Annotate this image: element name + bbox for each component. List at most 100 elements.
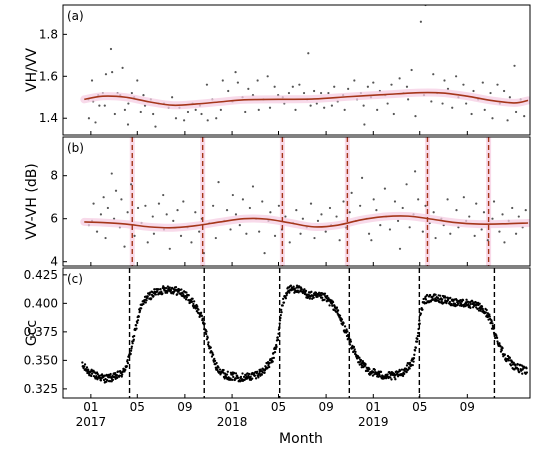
data-point	[123, 108, 127, 111]
y-tick-label: 8	[50, 169, 58, 183]
data-point	[416, 334, 419, 338]
data-point	[392, 112, 395, 116]
data-point	[273, 350, 277, 354]
data-point	[126, 123, 130, 126]
y-axis-label: VV-VH (dB)	[24, 163, 40, 240]
data-point	[81, 361, 84, 364]
data-point	[294, 108, 297, 111]
data-point	[135, 327, 138, 330]
data-point	[331, 300, 335, 304]
data-point	[310, 290, 313, 293]
data-point	[401, 206, 404, 210]
data-point	[333, 85, 336, 88]
data-point	[251, 185, 255, 188]
data-point	[472, 89, 475, 93]
data-point	[413, 353, 416, 356]
data-point	[516, 362, 519, 366]
data-point	[256, 79, 259, 82]
data-point	[389, 376, 392, 379]
x-year-label: 2017	[76, 415, 107, 429]
data-point	[152, 294, 155, 298]
data-point	[284, 215, 287, 218]
data-point	[492, 200, 496, 203]
data-point	[371, 374, 375, 377]
data-point	[205, 332, 208, 336]
data-point	[443, 79, 446, 82]
data-point	[347, 87, 350, 90]
data-point	[511, 363, 515, 366]
data-point	[517, 215, 520, 218]
data-point	[225, 373, 229, 376]
x-tick-label: 05	[412, 400, 427, 414]
data-point	[524, 209, 527, 212]
data-point	[257, 108, 260, 111]
data-point	[313, 89, 316, 93]
data-point	[209, 346, 212, 349]
data-point	[193, 300, 196, 303]
data-point	[274, 347, 277, 350]
data-point	[162, 193, 165, 197]
data-point	[421, 308, 424, 311]
data-point	[235, 374, 239, 377]
data-point	[335, 215, 338, 218]
data-point	[408, 361, 412, 365]
data-point	[353, 348, 356, 351]
data-point	[90, 372, 94, 375]
plot-area	[81, 268, 529, 398]
data-point	[146, 241, 149, 244]
data-point	[118, 374, 121, 377]
data-point	[279, 314, 282, 317]
data-point	[413, 170, 417, 173]
data-point	[312, 296, 315, 299]
data-point	[469, 302, 472, 306]
data-point	[99, 379, 103, 382]
data-point	[226, 370, 229, 373]
data-point	[174, 285, 178, 289]
data-point	[169, 289, 173, 292]
data-point	[258, 230, 261, 233]
data-point	[232, 371, 236, 375]
x-tick-label: 05	[130, 400, 145, 414]
data-point	[485, 308, 488, 312]
panel-label: (a)	[67, 9, 84, 23]
data-point	[503, 241, 506, 244]
data-point	[90, 374, 93, 378]
data-point	[295, 284, 299, 287]
data-point	[256, 370, 259, 373]
data-point	[405, 364, 409, 367]
data-point	[234, 71, 237, 74]
data-point	[242, 375, 246, 379]
x-year-label: 2019	[358, 415, 389, 429]
data-point	[480, 228, 483, 231]
data-point	[496, 340, 499, 343]
data-point	[473, 234, 476, 237]
data-point	[236, 81, 239, 84]
data-point	[132, 338, 135, 341]
y-tick-label: 1.6	[39, 69, 58, 83]
data-point	[320, 294, 323, 297]
panel-c: 0.325 0.350 0.375 0.400 0.425 Gcc (c)	[24, 267, 531, 399]
data-point	[227, 89, 230, 93]
data-point	[486, 239, 489, 242]
data-point	[192, 302, 195, 306]
data-point	[124, 368, 127, 371]
y-tick-label: 1.4	[39, 111, 58, 125]
data-point	[160, 290, 163, 293]
data-point	[495, 334, 498, 337]
data-point	[325, 296, 328, 300]
data-point	[401, 374, 405, 378]
data-point	[157, 202, 161, 205]
data-point	[495, 336, 499, 340]
data-point	[359, 204, 362, 207]
data-point	[293, 287, 296, 290]
data-point	[105, 379, 109, 382]
data-point	[408, 367, 411, 370]
data-point	[364, 363, 367, 366]
data-point	[123, 245, 126, 248]
data-point	[434, 236, 437, 240]
data-point	[280, 311, 283, 314]
data-point	[414, 115, 417, 118]
data-point	[271, 360, 274, 363]
data-point	[449, 296, 452, 300]
data-point	[171, 96, 174, 99]
